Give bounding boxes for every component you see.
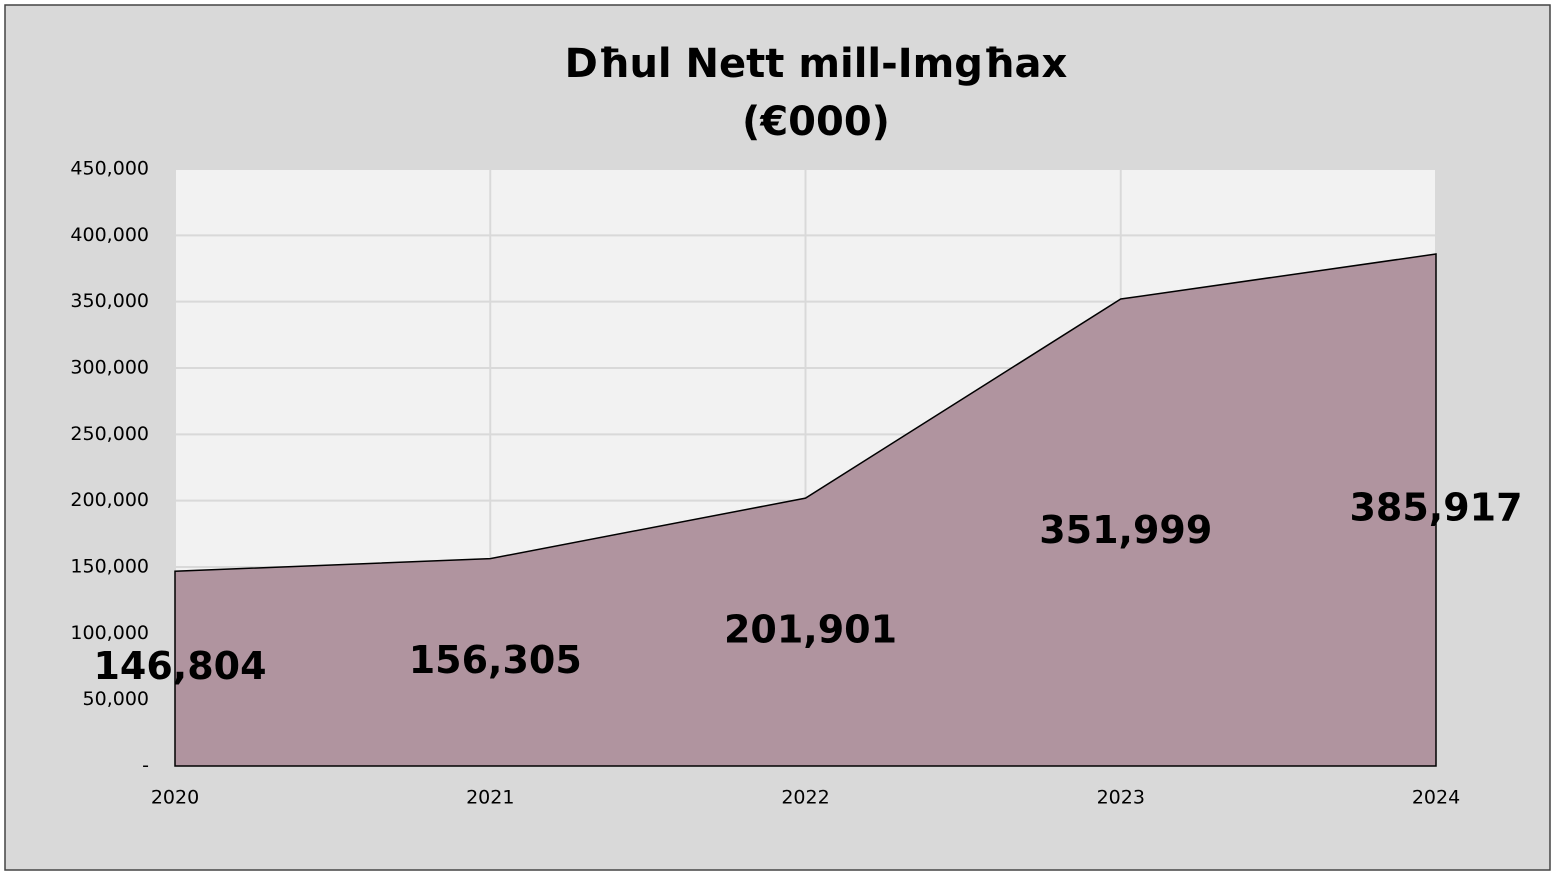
- x-tick-label: 2024: [1412, 787, 1460, 809]
- x-tick-label: 2023: [1097, 787, 1145, 809]
- data-label: 146,804: [93, 644, 266, 688]
- x-tick-label: 2021: [466, 787, 514, 809]
- x-tick-label: 2022: [781, 787, 829, 809]
- y-tick-label: -: [142, 755, 149, 777]
- y-tick-label: 100,000: [70, 622, 149, 644]
- x-tick-label: 2020: [151, 787, 199, 809]
- data-label: 201,901: [724, 608, 897, 652]
- y-tick-label: 400,000: [70, 224, 149, 246]
- chart-title: Dħul Nett mill-Imgħax: [565, 41, 1068, 87]
- y-tick-label: 450,000: [70, 158, 149, 180]
- area: [174, 253, 1437, 767]
- y-tick-label: 350,000: [70, 290, 149, 312]
- y-tick-label: 50,000: [83, 688, 149, 710]
- y-tick-label: 250,000: [70, 423, 149, 445]
- data-label: 351,999: [1039, 508, 1212, 552]
- y-tick-label: 300,000: [70, 357, 149, 379]
- data-label: 385,917: [1349, 486, 1522, 530]
- y-tick-label: 150,000: [70, 556, 149, 578]
- chart-title: (€000): [742, 99, 890, 145]
- y-tick-label: 200,000: [70, 489, 149, 511]
- data-label: 156,305: [409, 638, 582, 682]
